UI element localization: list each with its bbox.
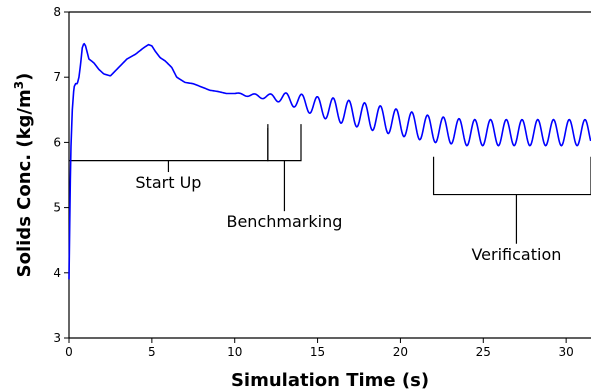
series-layer (68, 42, 591, 280)
x-tick-label: 30 (559, 345, 574, 359)
ticks: 0 5 10 15 20 25 30 3 4 5 6 7 8 (53, 5, 573, 359)
y-tick-label: 7 (53, 70, 61, 84)
x-tick-label: 20 (393, 345, 408, 359)
bracket-benchmarking (267, 124, 302, 162)
series-line (68, 42, 591, 280)
phase-annotations: Start Up Benchmarking Verification (69, 124, 591, 264)
x-tick-label: 10 (227, 345, 242, 359)
bracket-start-up (69, 128, 269, 162)
phase-label: Start Up (135, 173, 201, 192)
y-tick-label: 8 (53, 5, 61, 19)
y-tick-label: 6 (53, 135, 61, 149)
phase-label: Verification (471, 245, 561, 264)
x-tick-label: 0 (65, 345, 73, 359)
x-tick-label: 5 (148, 345, 156, 359)
y-tick-label: 5 (53, 201, 61, 215)
y-axis-title-sup: 3 (12, 81, 26, 89)
y-tick-label: 4 (53, 266, 61, 280)
x-tick-label: 25 (476, 345, 491, 359)
y-axis-title-end: ) (14, 73, 35, 81)
x-axis-title: Simulation Time (s) (231, 370, 429, 391)
bracket-verification (432, 156, 591, 196)
y-tick-label: 3 (53, 331, 61, 345)
x-tick-label: 15 (310, 345, 325, 359)
phase-label: Benchmarking (226, 212, 342, 231)
axes (68, 11, 591, 339)
y-axis-title: Solids Conc. (kg/m3) (12, 73, 35, 278)
y-axis-title-main: Solids Conc. (kg/m (14, 89, 35, 277)
